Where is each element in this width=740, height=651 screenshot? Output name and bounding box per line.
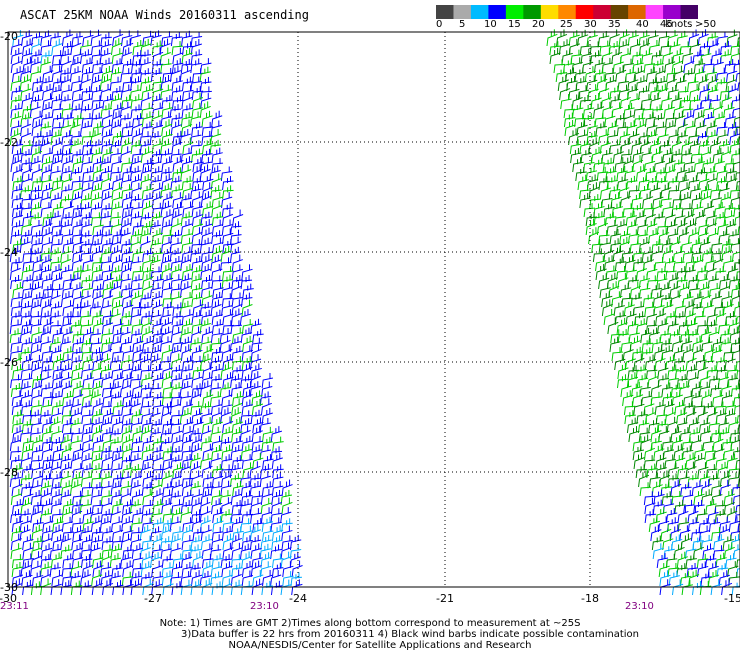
colorbar-swatch [680,5,698,19]
wind-speed-colorbar [436,5,698,19]
colorbar-label: 30 [584,19,597,30]
pass-time-label: 23:10 [625,601,654,612]
colorbar-label: 5 [459,19,466,30]
map-grid [8,32,740,587]
colorbar-label: >50 [695,19,717,30]
note-line-1: Note: 1) Times are GMT 2)Times along bot… [159,618,581,629]
colorbar-swatch [593,5,612,19]
colorbar-label: 35 [608,19,621,30]
map-title: ASCAT 25KM NOAA Winds 20160311 ascending [20,8,309,22]
lat-tick-label: -20 [0,30,18,43]
colorbar-label: 0 [436,19,443,30]
lat-tick-label: -26 [0,356,18,369]
lon-tick-label: -27 [144,592,162,605]
colorbar-swatch [436,5,454,19]
colorbar-swatch [628,5,647,19]
lat-tick-label: -22 [0,136,18,149]
note-line-3: NOAA/NESDIS/Center for Satellite Applica… [228,640,532,651]
note-line-2: 3)Data buffer is 22 hrs from 20160311 4)… [181,629,639,640]
lat-tick-label: -28 [0,466,18,479]
lat-tick-label: -30 [0,581,18,594]
colorbar-label: 20 [532,19,545,30]
colorbar-swatch [610,5,629,19]
colorbar-swatch [558,5,577,19]
colorbar-swatch [523,5,542,19]
colorbar-label: 40 [636,19,649,30]
lon-tick-label: -21 [436,592,454,605]
colorbar-label: 15 [508,19,521,30]
lon-tick-label: -30 [0,592,17,605]
map-frame [7,31,740,588]
pass-time-label: 23:11 [0,601,29,612]
colorbar-swatch [645,5,664,19]
lon-tick-label: -18 [581,592,599,605]
colorbar-swatch [488,5,507,19]
pass-time-label: 23:10 [250,601,279,612]
wind-barbs [9,29,740,596]
colorbar-label: 10 [484,19,497,30]
lon-tick-label: -24 [289,592,307,605]
colorbar-label: 45 [660,19,673,30]
colorbar-swatch [453,5,472,19]
lat-tick-label: -24 [0,246,18,259]
colorbar-swatch [663,5,682,19]
colorbar-swatch [575,5,594,19]
lon-tick-label: -15 [724,592,740,605]
colorbar-units: knots [665,19,693,30]
colorbar-swatch [470,5,489,19]
colorbar-swatch [505,5,524,19]
colorbar-swatch [540,5,559,19]
colorbar-label: 25 [560,19,573,30]
